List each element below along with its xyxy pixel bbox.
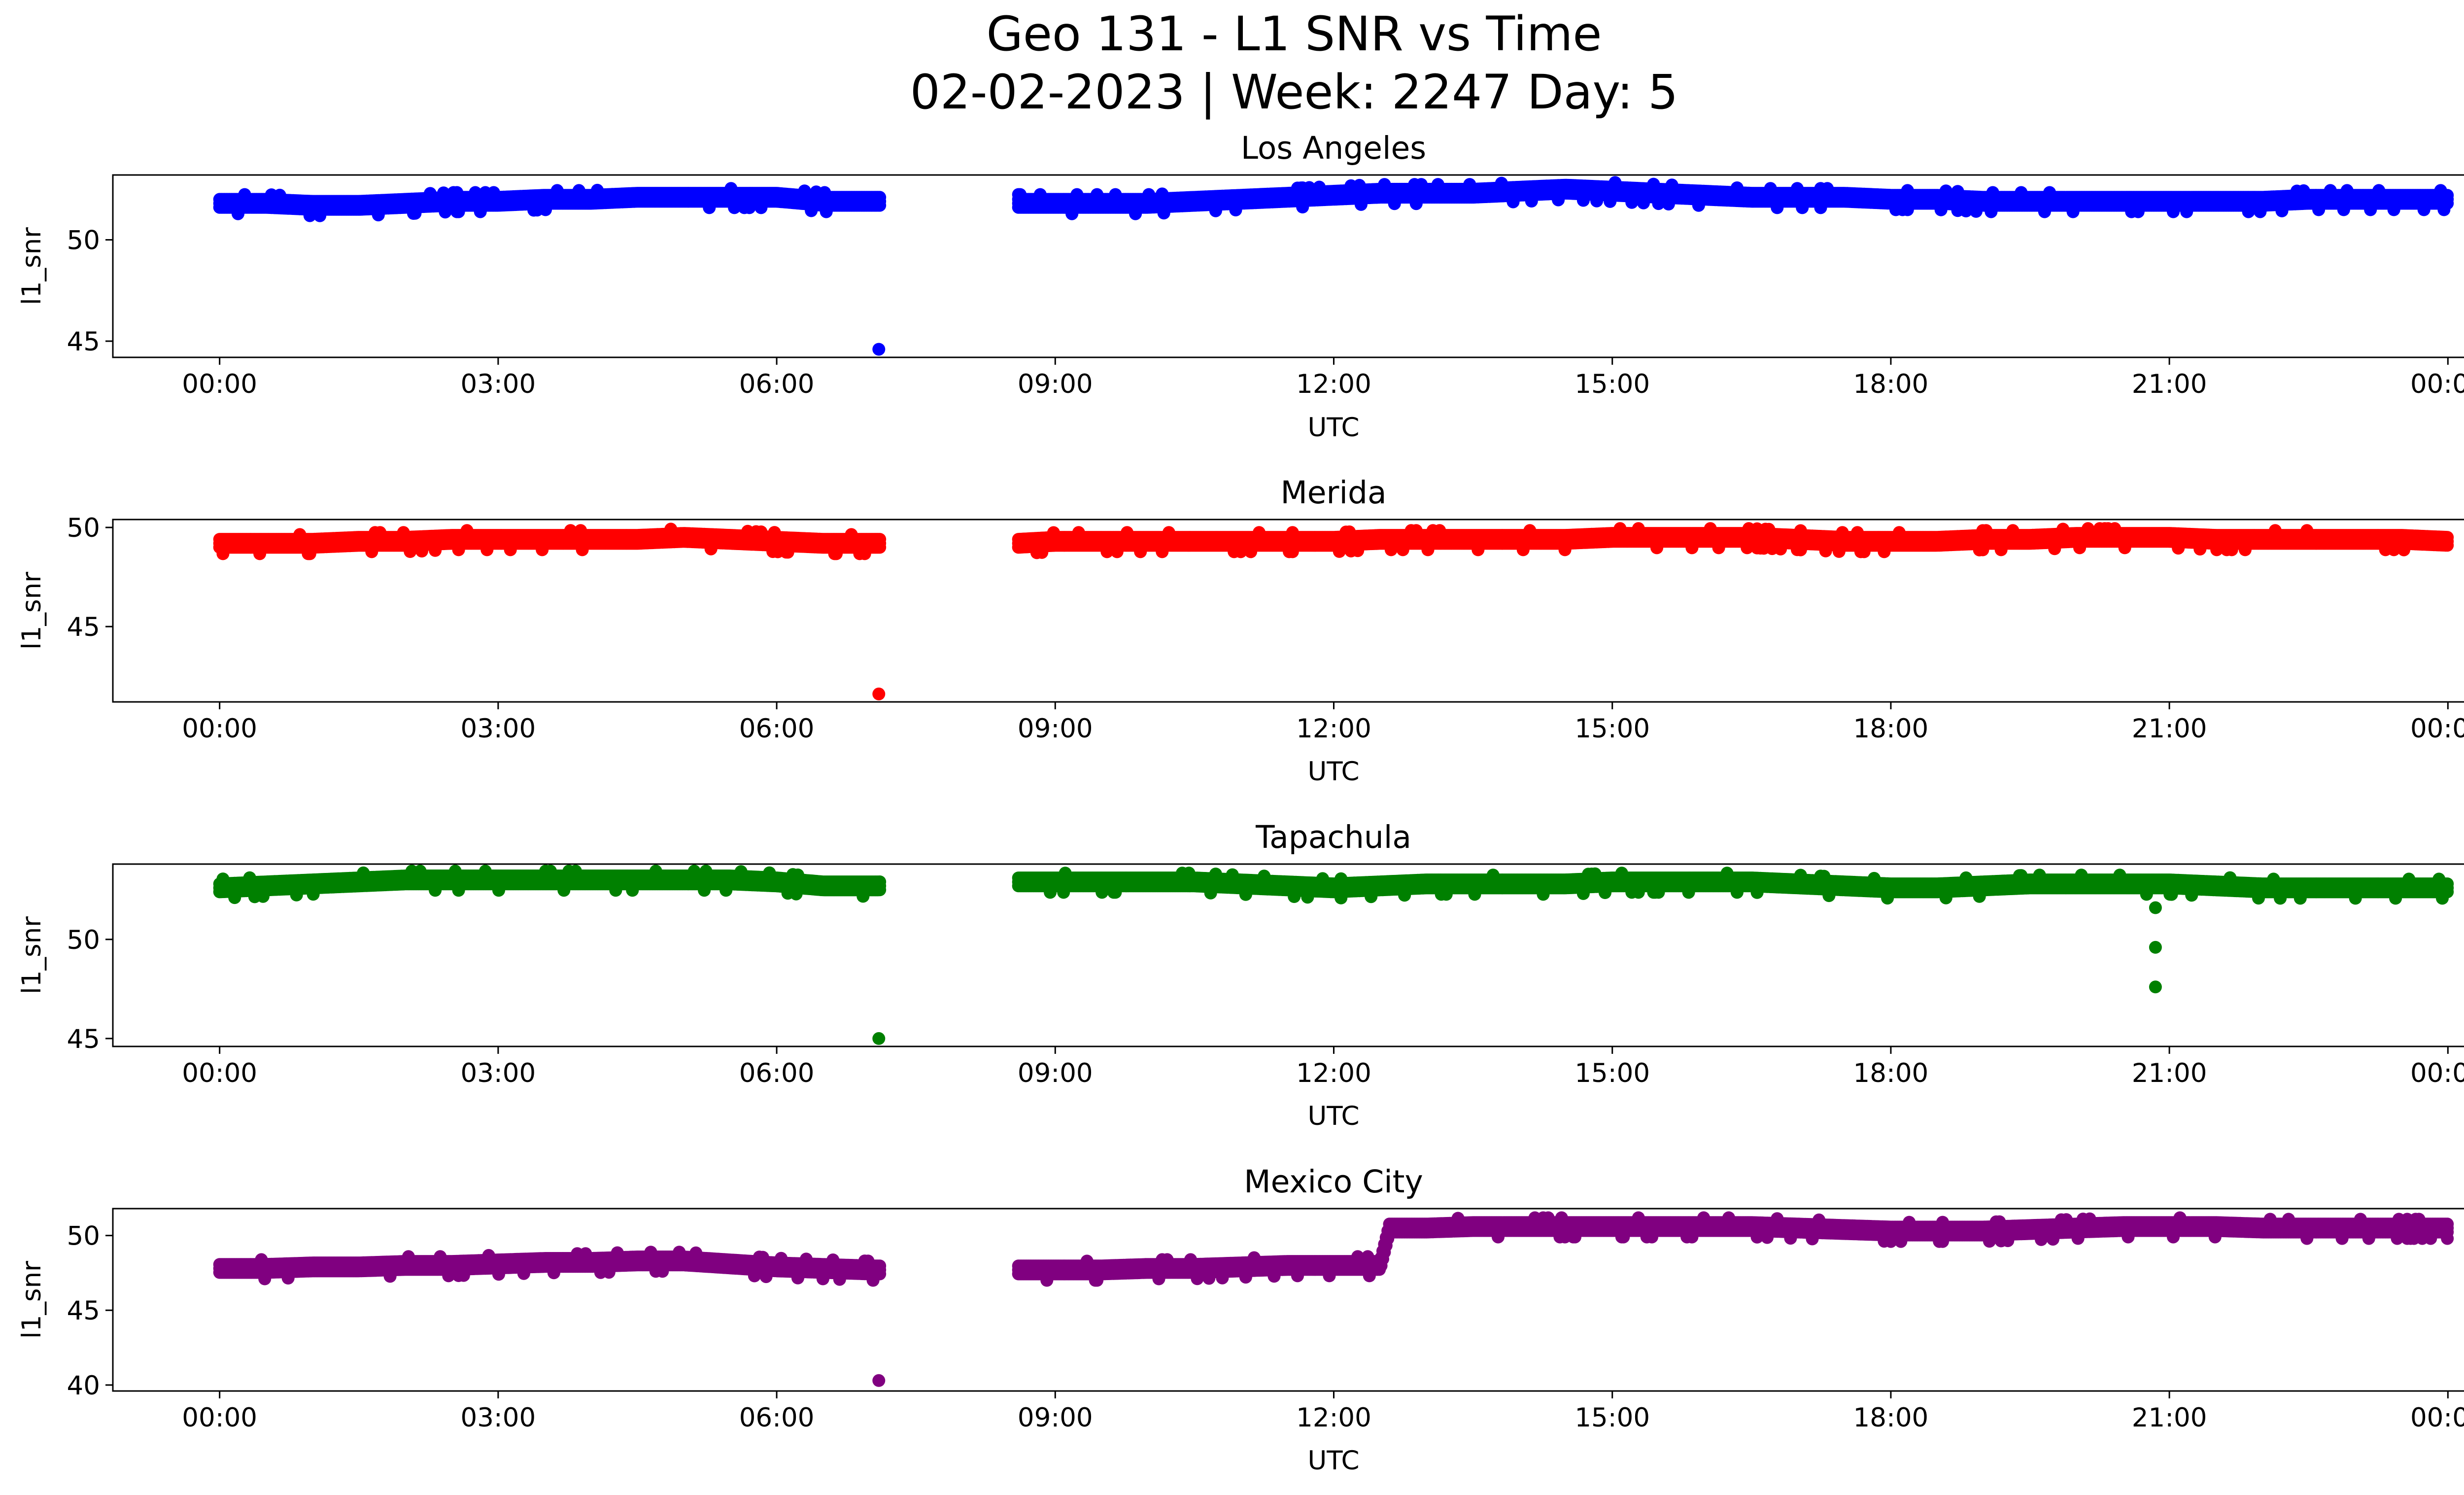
subplot-title: Merida [1280,475,1386,511]
x-tick-label: 03:00 [460,369,536,399]
figure-title-line1: Geo 131 - L1 SNR vs Time [987,6,1602,62]
subplot-los-angeles: Los Angeles 00:00 03:00 06:00 09:00 12:00 15:… [17,130,2464,443]
x-tick-label: 12:00 [1296,369,1371,399]
x-tick-label: 00:00 [2410,369,2464,399]
scatter-marks [213,522,2454,700]
y-axis-label: l1_snr [17,227,47,305]
outlier-point [872,343,886,356]
x-axis-label: UTC [1307,413,1359,443]
data-point [873,191,887,204]
data-point [2441,189,2454,202]
x-tick-label: 00:00 [182,369,257,399]
x-tick-label: 06:00 [739,369,815,399]
y-axis-ticks: 45 50 [67,226,113,357]
subplot-merida: Merida 00:00 03:00 06:00 09:00 12:00 15:00 18:… [17,475,2464,787]
scatter-marks [213,176,2454,356]
x-tick-label: 21:00 [2132,369,2207,399]
x-tick-label: 09:00 [1018,369,1093,399]
figure-title-line2: 02-02-2023 | Week: 2247 Day: 5 [910,65,1678,120]
x-tick-label: 18:00 [1853,369,1929,399]
y-tick-label: 50 [67,226,100,256]
x-tick-label: 15:00 [1574,369,1650,399]
x-axis-ticks: 00:00 03:00 06:00 09:00 12:00 15:00 18:00 21:00… [182,357,2464,399]
y-tick-label: 45 [67,327,100,357]
subplot-title: Los Angeles [1241,130,1426,166]
